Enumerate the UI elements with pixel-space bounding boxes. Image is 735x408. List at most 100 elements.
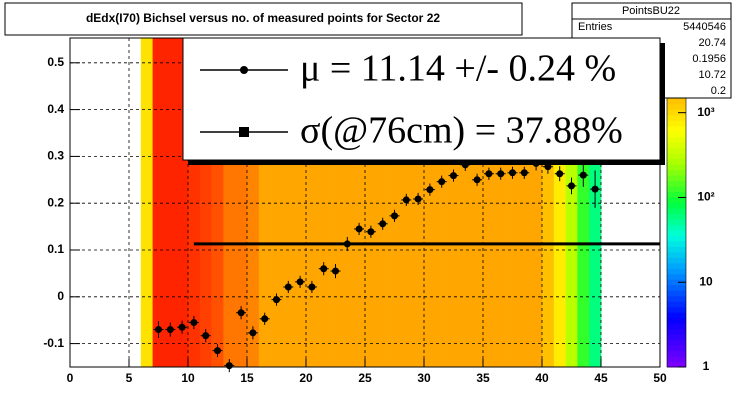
heat-cell <box>164 38 177 367</box>
title-box <box>4 2 523 36</box>
point <box>402 196 410 204</box>
y-tick-label: 0.5 <box>47 55 64 69</box>
point <box>438 178 446 186</box>
chart-title: dEdx(I70) Bichsel versus no. of measured… <box>86 11 440 25</box>
colorbar-step <box>667 207 686 214</box>
colorbar-step <box>667 312 686 319</box>
colorbar-step <box>667 125 686 132</box>
legend-label: μ = 11.14 +/- 0.24 % <box>300 48 616 90</box>
colorbar-step <box>667 268 686 275</box>
colorbar-step <box>667 334 686 341</box>
colorbar-step <box>667 323 686 330</box>
colorbar-step <box>667 246 686 253</box>
colorbar-step <box>667 109 686 116</box>
x-tick-label: 5 <box>126 371 133 385</box>
point <box>520 169 528 177</box>
point <box>320 265 328 273</box>
legend-marker <box>240 66 248 74</box>
point <box>414 195 422 203</box>
heat-cell <box>152 38 165 367</box>
colorbar-step <box>667 103 686 110</box>
y-tick-label: 0.2 <box>47 195 64 209</box>
stats-value: 20.74 <box>698 37 726 49</box>
colorbar-step <box>667 317 686 324</box>
y-tick-label: 0.1 <box>47 242 64 256</box>
colorbar-step <box>667 350 686 357</box>
x-tick-label: 45 <box>594 371 608 385</box>
colorbar-step <box>667 229 686 236</box>
colorbar-step <box>667 213 686 220</box>
point <box>225 362 233 370</box>
colorbar-step <box>667 131 686 138</box>
point <box>391 212 398 220</box>
stats-value: 0.1956 <box>692 53 726 65</box>
colorbar-step <box>667 218 686 225</box>
point <box>509 169 516 177</box>
legend-label: σ(@76cm) = 37.88% <box>300 110 623 152</box>
colorbar-step <box>667 114 686 121</box>
stats-value: 5440546 <box>683 21 726 33</box>
colorbar-step <box>667 328 686 335</box>
y-tick-label: 0 <box>57 289 64 303</box>
x-tick-label: 0 <box>67 371 74 385</box>
point <box>355 225 363 233</box>
x-tick-label: 35 <box>476 371 490 385</box>
point <box>237 309 245 317</box>
colorbar-step <box>667 153 686 160</box>
point <box>367 228 375 236</box>
colorbar-step <box>667 339 686 346</box>
colorbar-step <box>667 224 686 231</box>
z-tick-label: 10² <box>697 190 714 204</box>
stats-label: Entries <box>578 21 613 33</box>
point <box>296 278 304 286</box>
colorbar-step <box>667 164 686 171</box>
colorbar-step <box>667 120 686 127</box>
colorbar-step <box>667 301 686 308</box>
point <box>273 296 280 304</box>
point <box>579 171 587 179</box>
colorbar-step <box>667 284 686 291</box>
point <box>556 170 564 178</box>
point <box>308 283 316 291</box>
colorbar-step <box>667 136 686 143</box>
y-tick-label: 0.4 <box>47 102 64 116</box>
point <box>568 182 575 190</box>
x-tick-label: 25 <box>358 371 372 385</box>
colorbar-step <box>667 175 686 182</box>
point <box>166 326 174 334</box>
colorbar-step <box>667 251 686 258</box>
colorbar-step <box>667 273 686 280</box>
colorbar-step <box>667 240 686 247</box>
x-tick-label: 50 <box>653 371 667 385</box>
colorbar-step <box>667 290 686 297</box>
colorbar-step <box>667 158 686 165</box>
x-tick-label: 30 <box>417 371 431 385</box>
colorbar-step <box>667 279 686 286</box>
z-tick-label: 1 <box>703 359 710 373</box>
colorbar-step <box>667 361 686 368</box>
point <box>284 283 292 291</box>
colorbar-step <box>667 356 686 363</box>
x-tick-label: 15 <box>240 371 254 385</box>
colorbar-step <box>667 202 686 209</box>
colorbar-step <box>667 262 686 269</box>
colorbar-step <box>667 180 686 187</box>
heat-cell <box>140 38 153 367</box>
point <box>190 319 198 327</box>
stats-title: PointsBU22 <box>622 5 680 17</box>
colorbar-step <box>667 306 686 313</box>
legend-marker <box>239 127 249 137</box>
point <box>379 220 387 228</box>
z-tick-label: 10³ <box>697 105 714 119</box>
x-tick-label: 10 <box>181 371 195 385</box>
colorbar-step <box>667 147 686 154</box>
y-tick-label: 0.3 <box>47 149 64 163</box>
x-tick-label: 40 <box>535 371 549 385</box>
colorbar-step <box>667 191 686 198</box>
point <box>485 170 493 178</box>
colorbar-step <box>667 197 686 203</box>
colorbar-step <box>667 98 686 105</box>
point <box>497 170 505 178</box>
point <box>591 185 599 193</box>
